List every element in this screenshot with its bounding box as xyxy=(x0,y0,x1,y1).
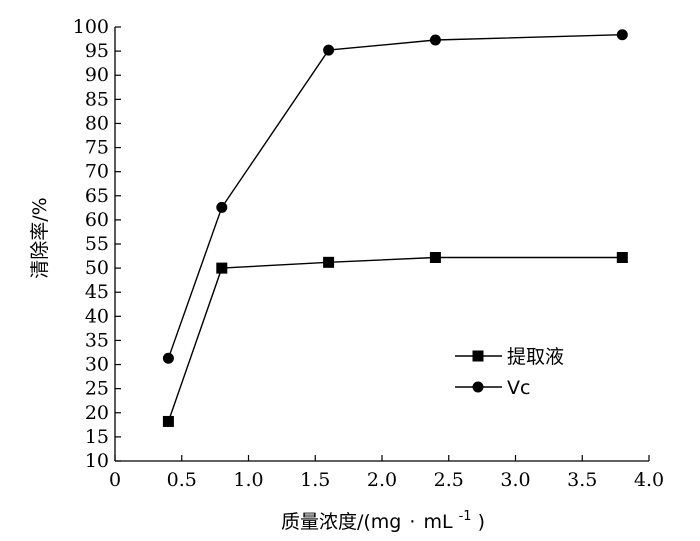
y-tick-label: 70 xyxy=(85,161,109,183)
y-tick-label: 80 xyxy=(85,112,109,134)
y-tick-label: 90 xyxy=(85,64,109,86)
x-tick-label: 4.0 xyxy=(634,469,664,491)
series-extract xyxy=(162,252,628,427)
x-tick-label: 1.5 xyxy=(300,469,330,491)
x-tick-label: 2.5 xyxy=(434,469,464,491)
y-tick-label: 15 xyxy=(85,426,109,448)
y-tick-label: 45 xyxy=(85,281,109,303)
data-point-circle xyxy=(323,44,335,56)
x-axis-title-main: 质量浓度/(mg xyxy=(281,511,401,533)
x-tick-label: 2.0 xyxy=(367,469,397,491)
y-tick-label: 10 xyxy=(85,450,109,472)
y-tick-label: 25 xyxy=(85,378,109,400)
data-point-circle xyxy=(216,201,228,213)
legend-marker-circle xyxy=(472,381,484,393)
x-axis-title-sup: -1 xyxy=(459,509,472,524)
y-tick-label: 50 xyxy=(85,257,109,279)
y-tick-label: 95 xyxy=(85,40,109,62)
y-tick-label: 85 xyxy=(85,88,109,110)
y-axis-title: 清除率/% xyxy=(29,197,51,278)
series-line xyxy=(167,34,623,359)
y-tick-label: 55 xyxy=(85,233,109,255)
y-tick-label: 30 xyxy=(85,354,109,376)
legend: 提取液 Vc xyxy=(455,346,564,399)
x-tick-label: 0.5 xyxy=(167,469,197,491)
y-tick-label: 60 xyxy=(85,209,109,231)
y-tick-label: 65 xyxy=(85,185,109,207)
series-layer xyxy=(162,29,628,427)
x-tick-label: 3.0 xyxy=(500,469,530,491)
x-axis-title-close: ) xyxy=(478,511,485,533)
x-tick-label: 0 xyxy=(109,469,121,491)
x-axis-title: 质量浓度/(mg · mL -1 ) xyxy=(281,503,485,533)
data-point-square xyxy=(616,252,628,264)
data-point-square xyxy=(429,252,441,264)
y-tick-label: 75 xyxy=(85,137,109,159)
x-axis-title-unit: mL xyxy=(423,511,453,533)
legend-marker-square xyxy=(472,350,484,362)
data-point-circle xyxy=(616,29,628,41)
x-tick-label: 3.5 xyxy=(567,469,597,491)
data-point-circle xyxy=(162,352,174,364)
legend-label: Vc xyxy=(507,377,530,399)
data-point-square xyxy=(162,415,174,427)
series-line xyxy=(167,256,623,422)
y-tick-label: 40 xyxy=(85,305,109,327)
x-axis-title-dot: · xyxy=(409,511,415,533)
y-tick-label: 20 xyxy=(85,402,109,424)
y-tick-label: 35 xyxy=(85,329,109,351)
x-tick-label: 1.0 xyxy=(233,469,263,491)
data-point-square xyxy=(323,256,335,268)
data-point-square xyxy=(216,262,228,274)
series-vc xyxy=(162,29,628,364)
legend-label: 提取液 xyxy=(507,346,564,368)
y-tick-label: 100 xyxy=(73,16,109,38)
data-point-circle xyxy=(429,34,441,46)
